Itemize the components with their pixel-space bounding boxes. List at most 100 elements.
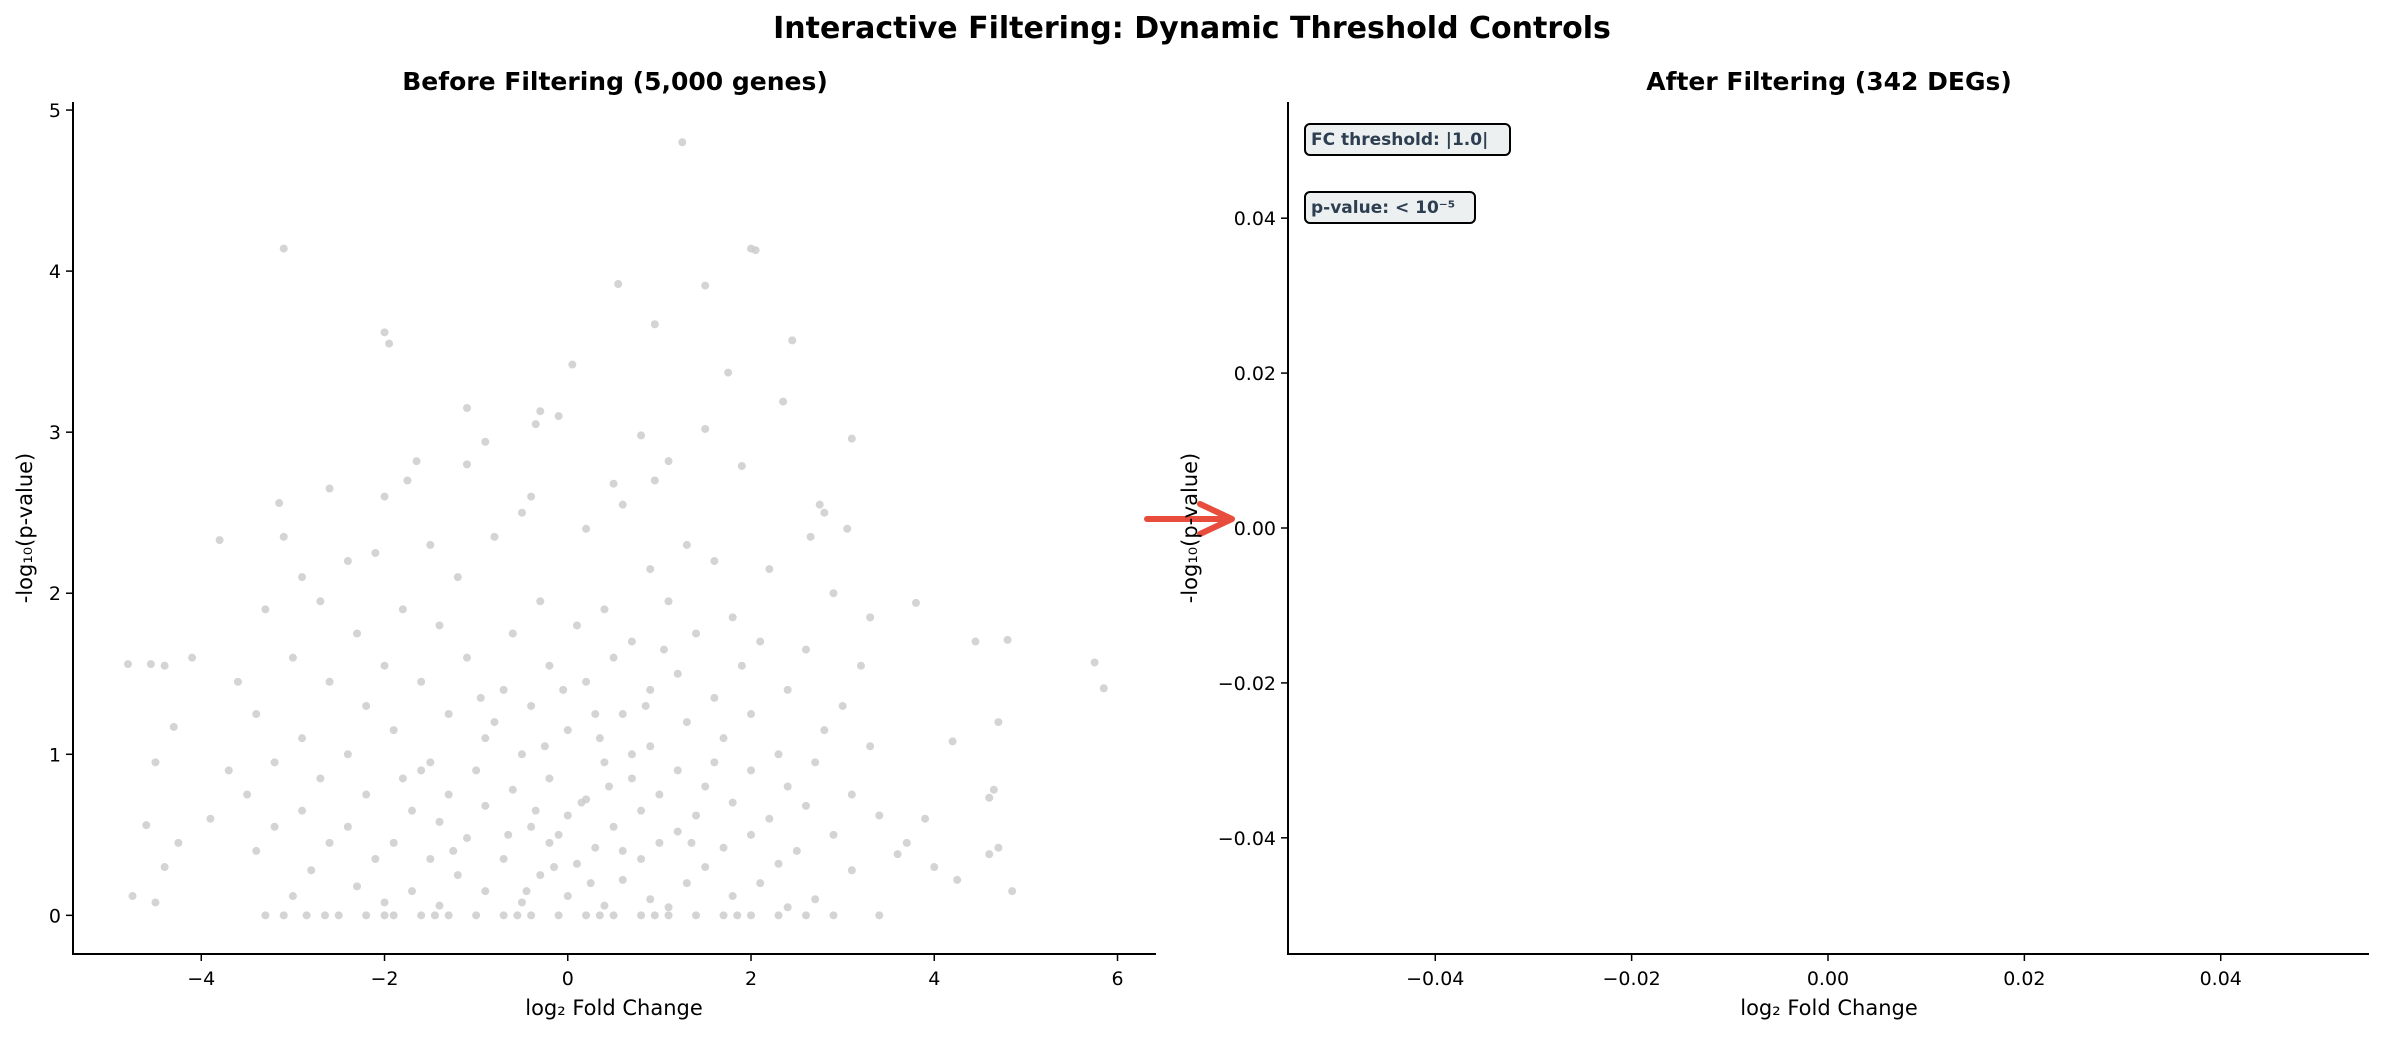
gene-point [362,701,371,710]
gene-point [261,605,270,614]
gene-point [719,734,728,743]
gene-point [687,838,696,847]
gene-point [737,661,746,670]
gene-point [994,718,1003,727]
gene-point [627,750,636,759]
gene-point [435,817,444,826]
x-tick-label: 0.00 [1807,968,1849,990]
gene-point [765,565,774,574]
gene-point [316,597,325,606]
gene-point [288,892,297,901]
y-tick-label: 2 [49,583,61,605]
gene-point [820,508,829,517]
y-tick-label: 0 [49,905,61,927]
gene-point [307,866,316,875]
after-filtering-plot: After Filtering (342 DEGs) −0.04 −0.02 0.0… [1178,67,2369,1020]
axis-ticks: −0.04 −0.02 0.00 0.02 0.04 −0.04 −0.02 0.00 0.02… [1218,208,2242,990]
gene-point [783,782,792,791]
gene-point [270,822,279,831]
gene-point [160,863,169,872]
gene-point [595,911,604,920]
gene-point [692,811,701,820]
gene-point [866,613,875,622]
gene-point [504,830,513,839]
gene-point [664,903,673,912]
p-value-text: p-value: < 10⁻⁵ [1311,198,1455,218]
gene-point [948,737,957,746]
gene-point [875,911,884,920]
y-tick-label: 1 [49,744,61,766]
gene-point [563,726,572,735]
y-tick-label: 3 [49,422,61,444]
gene-point [847,434,856,443]
gene-point [646,685,655,694]
gene-point [499,685,508,694]
gene-point [398,605,407,614]
gene-point [783,685,792,694]
y-tick-label: −0.04 [1218,828,1276,850]
gene-point [673,669,682,678]
gene-point [325,484,334,493]
gene-point [847,790,856,799]
gene-point [517,750,526,759]
gene-point [609,911,618,920]
gene-point [426,854,435,863]
gene-point [316,774,325,783]
gene-point [710,693,719,702]
gene-point [701,863,710,872]
gene-point [243,790,252,799]
gene-point [605,782,614,791]
gene-point [252,710,261,719]
gene-point [756,879,765,888]
gene-point [921,814,930,823]
gene-point [146,660,155,669]
gene-point [563,811,572,820]
gene-point [591,843,600,852]
gene-point [142,821,151,830]
gene-point [989,785,998,794]
gene-point [618,500,627,509]
gene-point [591,710,600,719]
gene-point [224,766,233,775]
gene-point [554,830,563,839]
gene-point [572,859,581,868]
gene-point [930,863,939,872]
x-axis-label: log₂ Fold Change [525,996,703,1020]
gene-point [362,790,371,799]
gene-point [453,573,462,582]
gene-point [774,750,783,759]
gene-point [188,653,197,662]
gene-point [577,798,586,807]
gene-point [417,766,426,775]
gene-point [664,597,673,606]
gene-point [614,279,623,288]
gene-point [270,758,279,767]
gene-point [747,911,756,920]
gene-point [408,806,417,815]
gene-point [728,892,737,901]
gene-point [792,846,801,855]
gene-point [430,911,439,920]
gene-point [655,790,664,799]
gene-point [774,911,783,920]
gene-point [417,911,426,920]
gene-point [353,882,362,891]
scatter-points [123,138,1108,920]
gene-point [659,645,668,654]
arrow-icon [1144,501,1235,537]
gene-point [801,801,810,810]
gene-point [499,911,508,920]
gene-point [733,911,742,920]
p-value-annotation: p-value: < 10⁻⁵ [1304,191,1476,224]
gene-point [1003,635,1012,644]
y-tick-label: 0.00 [1234,518,1276,540]
gene-point [536,597,545,606]
gene-point [801,645,810,654]
gene-point [302,911,311,920]
gene-point [811,758,820,767]
gene-point [618,710,627,719]
x-tick-label: −0.04 [1406,968,1464,990]
gene-point [481,887,490,896]
gene-point [646,565,655,574]
gene-point [637,806,646,815]
